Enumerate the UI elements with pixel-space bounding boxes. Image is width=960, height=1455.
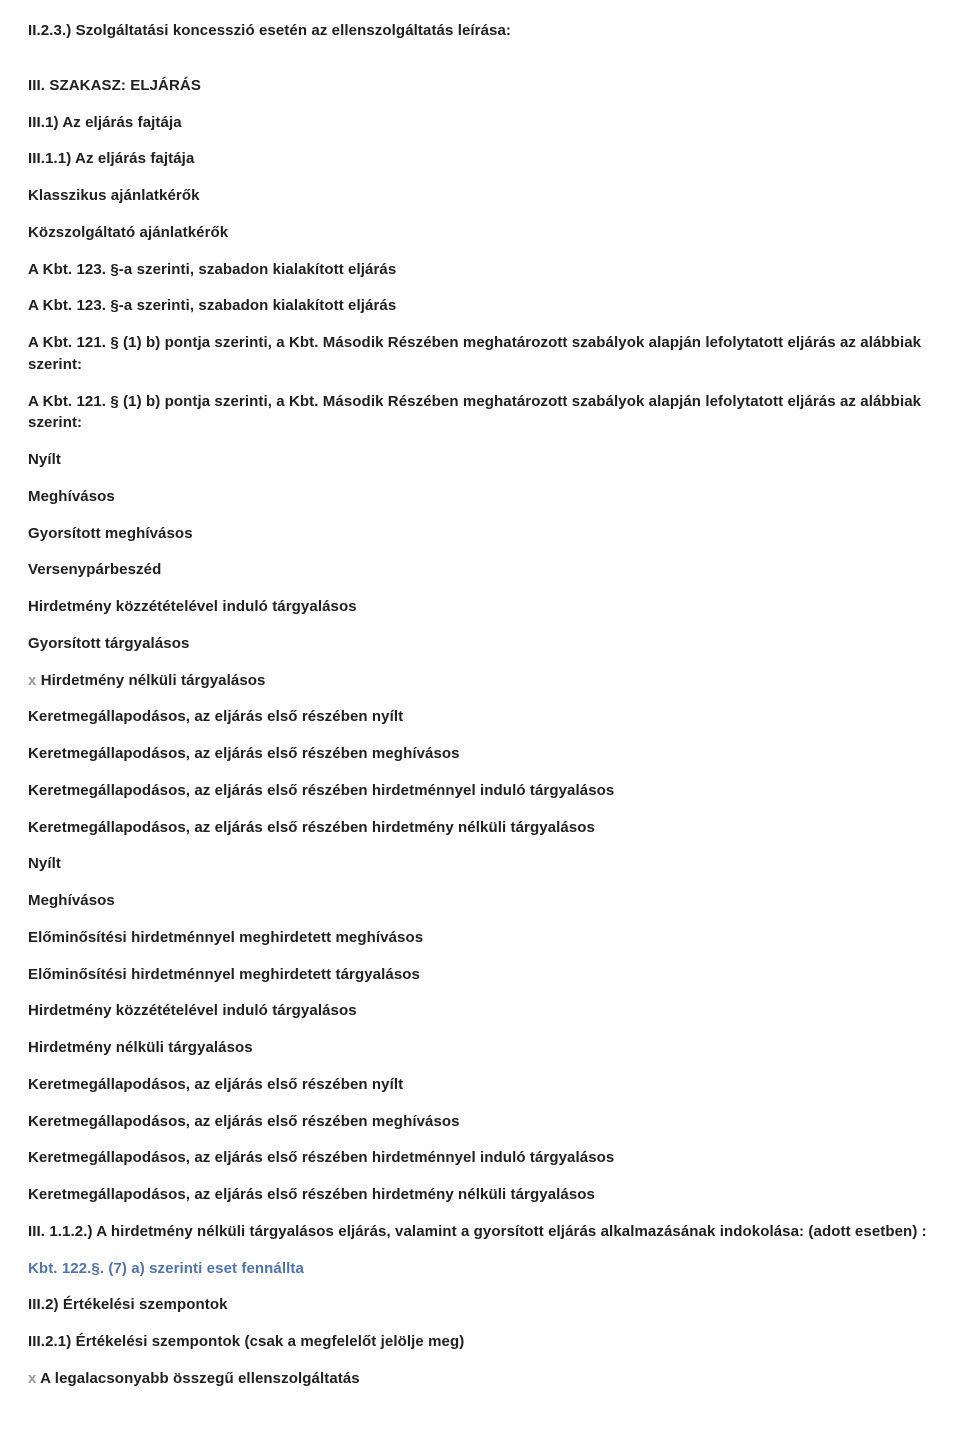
text-line: Keretmegállapodásos, az eljárás első rés… — [28, 1147, 932, 1169]
text-line: III.2.1) Értékelési szempontok (csak a m… — [28, 1331, 932, 1353]
text-line: III.1.1) Az eljárás fajtája — [28, 148, 932, 170]
text-line: Hirdetmény nélküli tárgyalásos — [28, 1037, 932, 1059]
text-line: III. SZAKASZ: ELJÁRÁS — [28, 75, 932, 97]
text-line: Előminősítési hirdetménnyel meghirdetett… — [28, 927, 932, 949]
text-line: Keretmegállapodásos, az eljárás első rés… — [28, 743, 932, 765]
text-line: A Kbt. 123. §-a szerinti, szabadon kiala… — [28, 259, 932, 281]
text-line: III.2) Értékelési szempontok — [28, 1294, 932, 1316]
text-line: Keretmegállapodásos, az eljárás első rés… — [28, 817, 932, 839]
text-line: III. 1.1.2.) A hirdetmény nélküli tárgya… — [28, 1221, 932, 1243]
text-line: A Kbt. 123. §-a szerinti, szabadon kiala… — [28, 295, 932, 317]
text-line: x Hirdetmény nélküli tárgyalásos — [28, 670, 932, 692]
text-line: Keretmegállapodásos, az eljárás első rés… — [28, 1184, 932, 1206]
text-line: Kbt. 122.§. (7) a) szerinti eset fennáll… — [28, 1258, 932, 1280]
vertical-spacer — [28, 57, 932, 75]
text-line: Nyílt — [28, 853, 932, 875]
text-line: Hirdetmény közzétételével induló tárgyal… — [28, 596, 932, 618]
text-line: A Kbt. 121. § (1) b) pontja szerinti, a … — [28, 332, 932, 376]
text-line: Meghívásos — [28, 486, 932, 508]
text-line: x A legalacsonyabb összegű ellenszolgált… — [28, 1368, 932, 1390]
text-line: II.2.3.) Szolgáltatási koncesszió esetén… — [28, 20, 932, 42]
line-text: A legalacsonyabb összegű ellenszolgáltat… — [40, 1370, 360, 1387]
text-line: A Kbt. 121. § (1) b) pontja szerinti, a … — [28, 391, 932, 435]
text-line: Előminősítési hirdetménnyel meghirdetett… — [28, 964, 932, 986]
text-line: Keretmegállapodásos, az eljárás első rés… — [28, 1111, 932, 1133]
text-line: Gyorsított meghívásos — [28, 523, 932, 545]
text-line: Versenypárbeszéd — [28, 559, 932, 581]
document-body: II.2.3.) Szolgáltatási koncesszió esetén… — [28, 20, 932, 1390]
text-line: Hirdetmény közzétételével induló tárgyal… — [28, 1000, 932, 1022]
text-line: Nyílt — [28, 449, 932, 471]
text-line: Keretmegállapodásos, az eljárás első rés… — [28, 706, 932, 728]
text-line: Gyorsított tárgyalásos — [28, 633, 932, 655]
text-line: Meghívásos — [28, 890, 932, 912]
text-line: Keretmegállapodásos, az eljárás első rés… — [28, 1074, 932, 1096]
text-line: Keretmegállapodásos, az eljárás első rés… — [28, 780, 932, 802]
line-prefix-mark: x — [28, 672, 41, 689]
text-line: Klasszikus ajánlatkérők — [28, 185, 932, 207]
line-prefix-mark: x — [28, 1370, 40, 1387]
text-line: III.1) Az eljárás fajtája — [28, 112, 932, 134]
line-text: Hirdetmény nélküli tárgyalásos — [41, 672, 266, 689]
text-line: Közszolgáltató ajánlatkérők — [28, 222, 932, 244]
